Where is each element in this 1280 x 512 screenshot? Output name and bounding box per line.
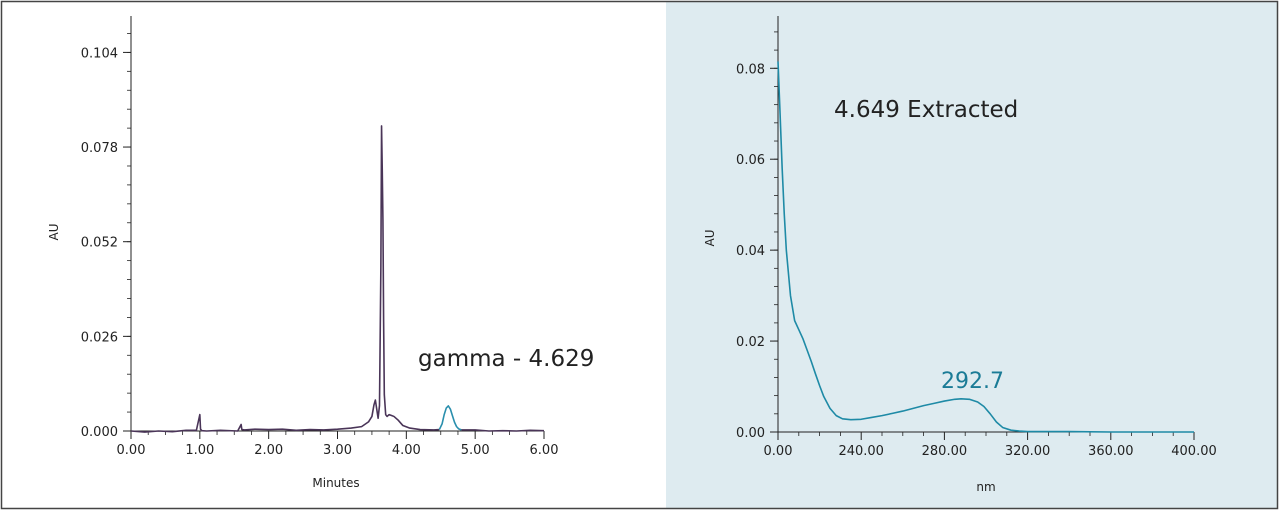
y-tick-label: 0.02 (736, 335, 765, 350)
x-tick-label: 320.00 (1005, 444, 1051, 459)
y-tick-label: 0.000 (81, 425, 118, 440)
y-tick-label: 0.078 (81, 141, 118, 156)
x-tick-label: 4.00 (392, 443, 421, 458)
right-panel-background (666, 2, 1278, 508)
x-tick-label: 1.00 (185, 443, 214, 458)
left-series-line-0 (130, 125, 440, 433)
y-tick-label: 0.04 (736, 244, 765, 259)
x-tick-label: 400.00 (1171, 444, 1217, 459)
left-series-line-1 (438, 405, 462, 431)
y-tick-label: 0.08 (736, 62, 765, 77)
gamma-peak-label: gamma - 4.629 (418, 346, 594, 372)
x-tick-label: 0.00 (764, 444, 793, 459)
x-tick-label: 360.00 (1088, 444, 1134, 459)
spectrum-ticks: 0.00 0.02 0.04 0.06 0.08 0.00 240.00 280.00 320.… (736, 31, 1217, 459)
left-series-line-2 (461, 429, 545, 432)
y-tick-label: 0.026 (81, 330, 118, 345)
chromatogram-series (130, 125, 545, 433)
left-panel-background (2, 2, 666, 508)
x-tick-label: 240.00 (838, 444, 884, 459)
chromatogram-x-axis-title: Minutes (312, 476, 359, 490)
x-tick-label: 5.00 (461, 443, 490, 458)
x-tick-label: 280.00 (922, 444, 968, 459)
right-series-line-0 (777, 61, 1194, 433)
chromatogram-y-axis-title: AU (47, 224, 61, 241)
x-tick-label: 2.00 (254, 443, 283, 458)
chromatogram-ticks: 0.000 0.026 0.052 0.078 0.104 0.00 1.00 2.00 3.0… (81, 33, 559, 458)
y-tick-label: 0.06 (736, 153, 765, 168)
lambda-max-label: 292.7 (941, 369, 1004, 394)
chromatogram-chart: 0.000 0.026 0.052 0.078 0.104 0.00 1.00 2.00 3.0… (47, 16, 594, 490)
x-tick-label: 6.00 (530, 443, 559, 458)
x-tick-label: 0.00 (117, 443, 146, 458)
y-tick-label: 0.052 (81, 236, 118, 251)
extracted-title-label: 4.649 Extracted (834, 97, 1018, 123)
spectrum-chart: 0.00 0.02 0.04 0.06 0.08 0.00 240.00 280.00 320.… (703, 16, 1217, 494)
y-tick-label: 0.00 (736, 426, 765, 441)
spectrum-x-axis-title: nm (976, 480, 995, 494)
spectrum-y-axis-title: AU (703, 230, 717, 247)
y-tick-label: 0.104 (81, 46, 118, 61)
x-tick-label: 3.00 (323, 443, 352, 458)
spectrum-series (777, 61, 1194, 433)
